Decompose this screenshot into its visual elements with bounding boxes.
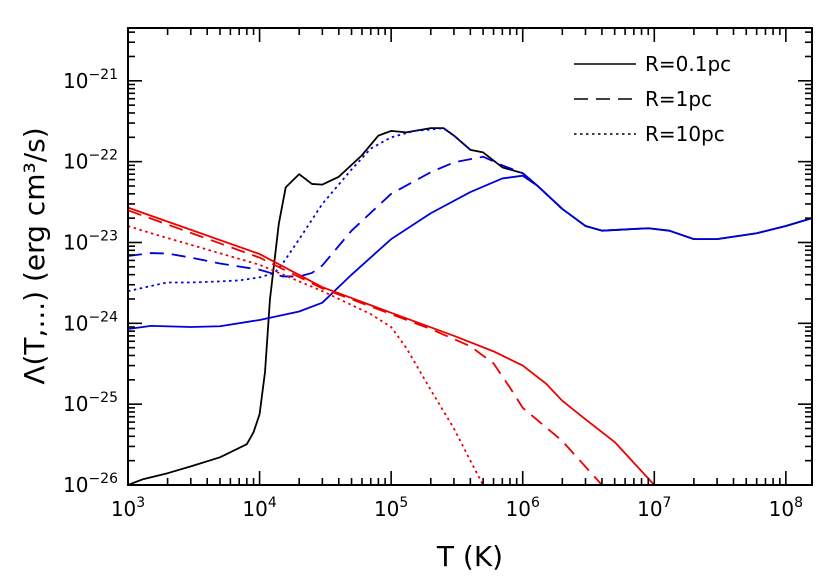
legend-label: R=1pc: [645, 87, 712, 111]
x-axis-title: T (K): [436, 540, 503, 573]
axis-ticks: [127, 28, 812, 486]
legend-label: R=10pc: [645, 122, 725, 146]
x-tick-label: 103: [111, 495, 145, 521]
plot-frame: [127, 27, 813, 486]
y-axis-title: Λ(T,...) (erg cm³/s): [18, 127, 51, 384]
legend: R=0.1pc R=1pc R=10pc: [574, 52, 731, 146]
series-blue-dotted: [128, 127, 471, 293]
y-tick-label: 10−26: [63, 471, 118, 497]
x-tick-label: 104: [242, 495, 276, 521]
legend-label: R=0.1pc: [645, 52, 731, 76]
series-red-dotted: [128, 225, 484, 485]
y-tick-labels: 10−26 10−25 10−24 10−23 10−22 10−21: [63, 67, 118, 497]
x-tick-label: 108: [769, 495, 803, 521]
y-tick-label: 10−23: [63, 228, 118, 254]
y-tick-label: 10−25: [63, 390, 118, 416]
series-blue-dashed: [128, 155, 563, 278]
y-tick-label: 10−21: [63, 67, 118, 93]
x-tick-labels: 103 104 105 106 107 108: [111, 495, 803, 521]
x-tick-label: 105: [374, 495, 408, 521]
x-tick-label: 107: [637, 495, 671, 521]
series-red-solid: [128, 206, 655, 485]
x-tick-label: 106: [506, 495, 540, 521]
series-blue-solid: [128, 174, 812, 330]
series-black-solid: [128, 127, 812, 485]
y-tick-label: 10−24: [63, 309, 118, 335]
series-red-dashed: [128, 209, 603, 485]
series-layer: [128, 127, 812, 485]
y-tick-label: 10−22: [63, 148, 118, 174]
